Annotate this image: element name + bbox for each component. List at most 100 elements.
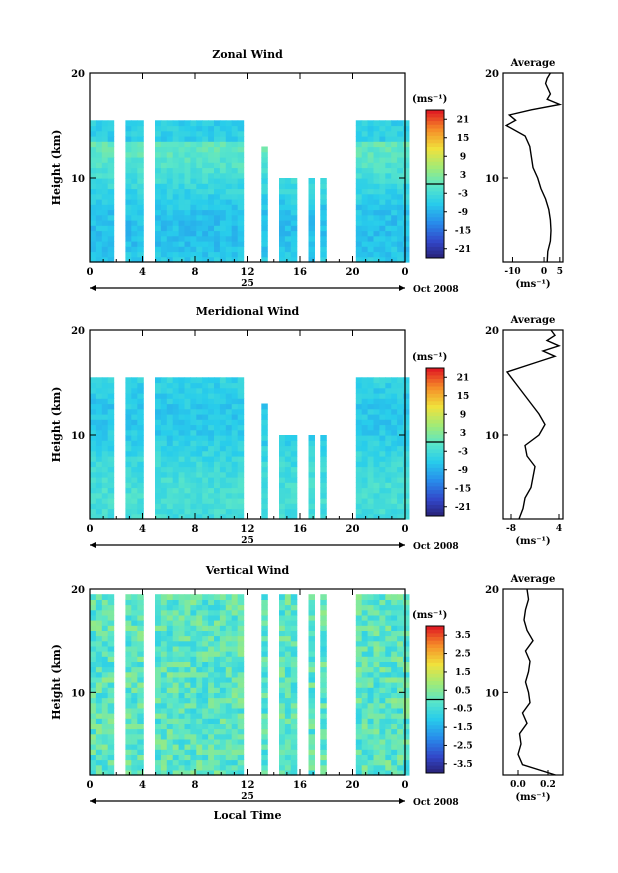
heatmap-cell bbox=[373, 162, 380, 169]
heatmap-cell bbox=[231, 246, 239, 253]
heatmap-cell bbox=[379, 769, 386, 776]
heatmap-cell bbox=[196, 471, 203, 478]
heatmap-cell bbox=[279, 599, 286, 606]
heatmap-cell bbox=[231, 640, 239, 647]
heatmap-cell bbox=[237, 759, 245, 766]
heatmap-cell bbox=[101, 188, 109, 195]
heatmap-cell bbox=[160, 471, 168, 478]
heatmap-cell bbox=[367, 387, 375, 394]
heatmap-cell bbox=[137, 151, 144, 158]
heatmap-cell bbox=[308, 604, 315, 611]
heatmap-cell bbox=[137, 167, 144, 174]
heatmap-cell bbox=[219, 723, 227, 730]
colorbar-cell bbox=[426, 379, 444, 384]
heatmap-cell bbox=[385, 419, 392, 426]
heatmap-cell bbox=[178, 141, 186, 148]
profile-y-tick-label: 10 bbox=[485, 174, 499, 185]
heatmap-cell bbox=[290, 251, 298, 258]
heatmap-cell bbox=[101, 651, 109, 657]
heatmap-cell bbox=[202, 477, 209, 483]
heatmap-cell bbox=[101, 702, 109, 709]
heatmap-cell bbox=[95, 387, 103, 394]
heatmap-cell bbox=[196, 130, 203, 137]
x-tick-label: 12 bbox=[241, 524, 255, 535]
heatmap-cell bbox=[403, 676, 410, 683]
heatmap-cell bbox=[361, 604, 369, 611]
heatmap-cell bbox=[379, 157, 386, 163]
heatmap-cell bbox=[403, 764, 410, 771]
heatmap-cell bbox=[367, 419, 375, 426]
heatmap-cell bbox=[208, 214, 215, 221]
heatmap-cell bbox=[101, 687, 109, 693]
heatmap-cell bbox=[184, 692, 191, 699]
heatmap-cell bbox=[178, 440, 186, 447]
heatmap-cell bbox=[219, 713, 227, 719]
heatmap-cell bbox=[184, 614, 191, 621]
heatmap-cell bbox=[391, 687, 398, 693]
heatmap-cell bbox=[279, 461, 286, 468]
heatmap-cell bbox=[160, 738, 168, 745]
colorbar-cell bbox=[426, 176, 444, 181]
heatmap-cell bbox=[160, 466, 168, 473]
heatmap-cell bbox=[137, 429, 144, 436]
heatmap-cell bbox=[261, 246, 268, 253]
heatmap-cell bbox=[279, 707, 286, 714]
heatmap-cell bbox=[355, 241, 363, 247]
heatmap-cell bbox=[131, 214, 138, 221]
heatmap-cell bbox=[184, 440, 191, 447]
heatmap-cell bbox=[367, 738, 375, 745]
heatmap-cell bbox=[190, 408, 197, 415]
heatmap-cell bbox=[403, 393, 410, 399]
heatmap-cell bbox=[166, 656, 174, 662]
heatmap-cell bbox=[261, 183, 268, 190]
heatmap-cell bbox=[95, 707, 103, 714]
heatmap-cell bbox=[214, 769, 221, 776]
heatmap-cell bbox=[237, 183, 245, 190]
heatmap-cell bbox=[125, 151, 132, 158]
heatmap-cell bbox=[320, 609, 327, 616]
heatmap-cell bbox=[373, 403, 380, 410]
heatmap-cell bbox=[284, 246, 292, 253]
heatmap-cell bbox=[202, 656, 209, 662]
heatmap-cell bbox=[214, 738, 221, 745]
heatmap-cell bbox=[290, 676, 298, 683]
heatmap-cell bbox=[196, 230, 203, 237]
heatmap-cell bbox=[107, 450, 115, 457]
profile-line bbox=[504, 72, 563, 263]
heatmap-cell bbox=[137, 251, 144, 258]
heatmap-cell bbox=[379, 723, 386, 730]
heatmap-cell bbox=[178, 125, 186, 132]
heatmap-cell bbox=[290, 723, 298, 730]
colorbar-cell bbox=[426, 739, 444, 745]
heatmap-cell bbox=[190, 225, 197, 232]
colorbar-cell bbox=[426, 445, 444, 450]
heatmap-cell bbox=[184, 151, 191, 158]
heatmap-cell bbox=[397, 482, 404, 489]
heatmap-cell bbox=[95, 456, 103, 462]
heatmap-cell bbox=[403, 419, 410, 426]
heatmap-cell bbox=[391, 759, 398, 766]
heatmap-cell bbox=[184, 764, 191, 771]
heatmap-cell bbox=[208, 744, 215, 750]
heatmap-cell bbox=[190, 146, 197, 153]
heatmap-cell bbox=[208, 220, 215, 226]
heatmap-cell bbox=[196, 671, 203, 678]
heatmap-cell bbox=[367, 414, 375, 420]
heatmap-cell bbox=[166, 162, 174, 169]
heatmap-cell bbox=[202, 498, 209, 504]
heatmap-cell bbox=[219, 620, 227, 626]
colorbar-cell bbox=[426, 117, 444, 122]
heatmap-cell bbox=[231, 387, 239, 394]
heatmap-cell bbox=[214, 666, 221, 673]
heatmap-cell bbox=[208, 241, 215, 247]
heatmap-cell bbox=[373, 225, 380, 232]
heatmap-cell bbox=[284, 671, 292, 678]
heatmap-cell bbox=[214, 461, 221, 468]
heatmap-cell bbox=[90, 594, 97, 600]
heatmap-cell bbox=[196, 738, 203, 745]
heatmap-cell bbox=[184, 749, 191, 755]
heatmap-cell bbox=[202, 713, 209, 719]
heatmap-cell bbox=[355, 498, 363, 504]
heatmap-cell bbox=[90, 414, 97, 420]
heatmap-cell bbox=[190, 744, 197, 750]
